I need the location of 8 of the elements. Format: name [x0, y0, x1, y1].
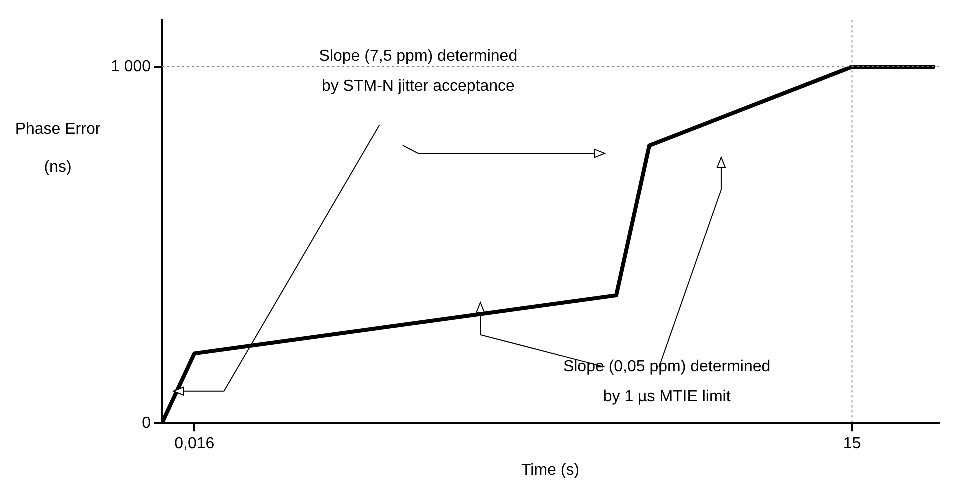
- annotation: Slope (7,5 ppm) determined by STM-N jitter acceptance: [319, 48, 518, 96]
- x-tick-label: 15: [843, 436, 862, 453]
- x-tick-label: 0,016: [174, 436, 215, 453]
- y-tick-label: 1 000: [110, 58, 152, 76]
- annotation: Slope (0,05 ppm) determined by 1 µs MTIE limit: [563, 358, 771, 406]
- x-axis-title: Time (s): [521, 462, 580, 479]
- text: Phase Error (ns): [15, 120, 101, 176]
- y-tick-label: 0: [142, 415, 152, 432]
